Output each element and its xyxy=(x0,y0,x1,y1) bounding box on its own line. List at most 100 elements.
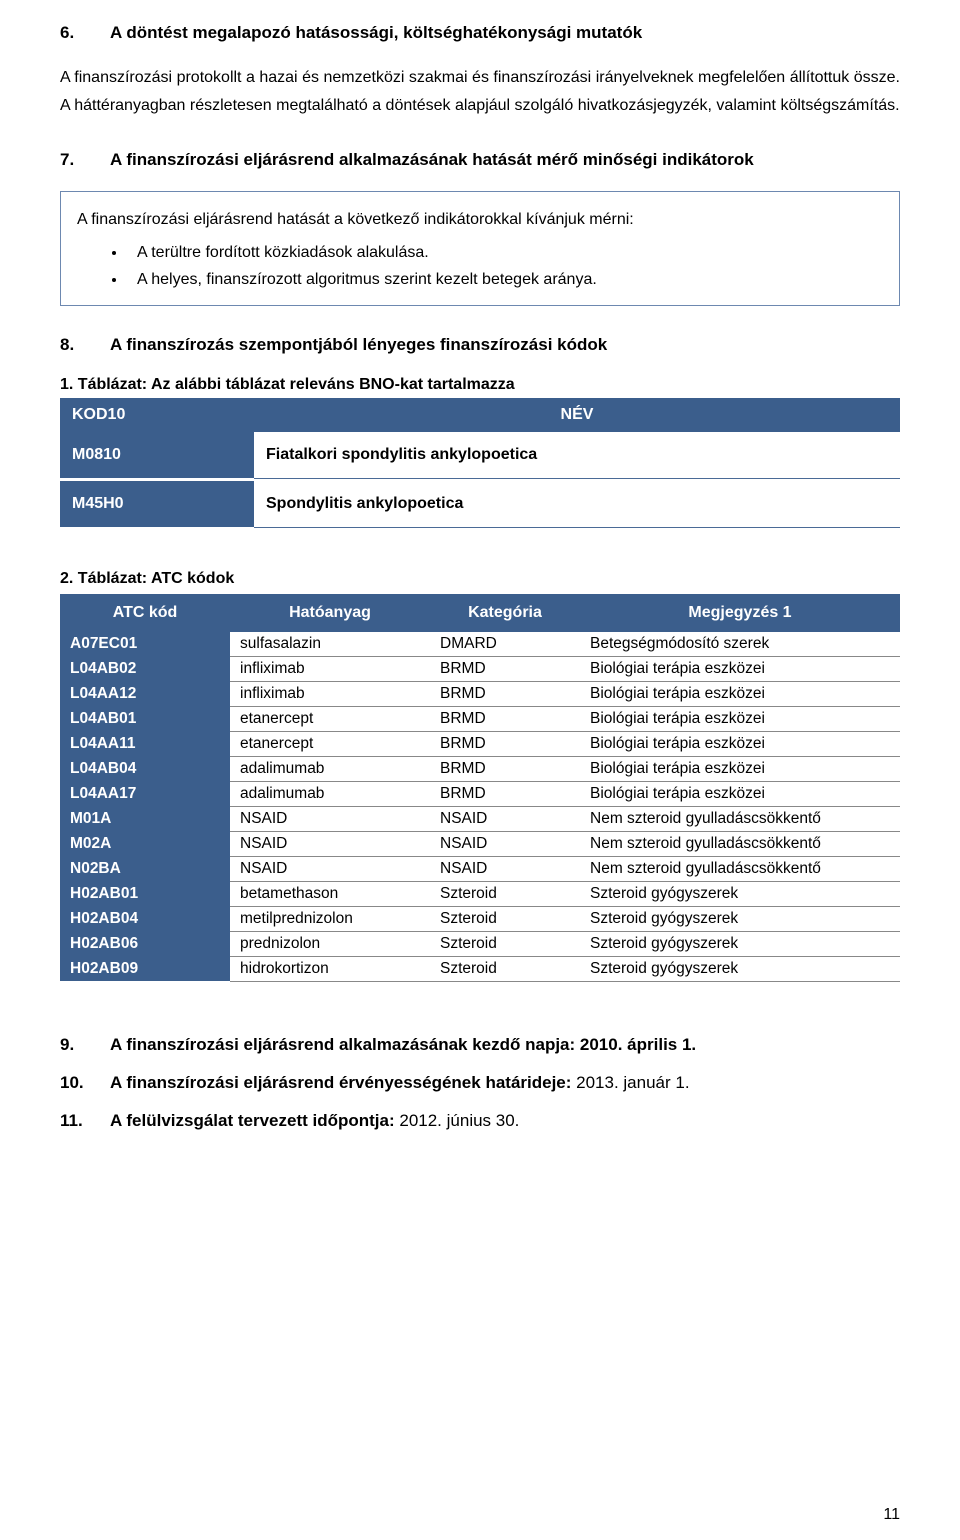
atc-note: Szteroid gyógyszerek xyxy=(580,881,900,906)
indicator-item: A helyes, finanszírozott algoritmus szer… xyxy=(127,266,883,293)
atc-note: Nem szteroid gyulladáscsökkentő xyxy=(580,856,900,881)
table-row: L04AA17adalimumabBRMDBiológiai terápia e… xyxy=(60,781,900,806)
atc-code: L04AB02 xyxy=(60,656,230,681)
footer-11-normal: 2012. június 30. xyxy=(395,1111,520,1130)
atc-category: NSAID xyxy=(430,856,580,881)
indicator-lead: A finanszírozási eljárásrend hatását a k… xyxy=(77,206,883,233)
atc-note: Biológiai terápia eszközei xyxy=(580,656,900,681)
atc-substance: infliximab xyxy=(230,656,430,681)
atc-note: Nem szteroid gyulladáscsökkentő xyxy=(580,831,900,856)
atc-substance: sulfasalazin xyxy=(230,632,430,657)
atc-note: Biológiai terápia eszközei xyxy=(580,756,900,781)
table-row: M45H0 Spondylitis ankylopoetica xyxy=(60,481,900,528)
table2: ATC kód Hatóanyag Kategória Megjegyzés 1… xyxy=(60,594,900,982)
table2-header-col2: Hatóanyag xyxy=(230,594,430,632)
atc-note: Szteroid gyógyszerek xyxy=(580,906,900,931)
section-8-number: 8. xyxy=(60,332,110,358)
atc-code: H02AB04 xyxy=(60,906,230,931)
atc-code: M01A xyxy=(60,806,230,831)
atc-substance: NSAID xyxy=(230,831,430,856)
section-7-number: 7. xyxy=(60,147,110,173)
atc-substance: etanercept xyxy=(230,731,430,756)
atc-substance: infliximab xyxy=(230,681,430,706)
atc-note: Szteroid gyógyszerek xyxy=(580,956,900,981)
atc-code: L04AA12 xyxy=(60,681,230,706)
atc-code: H02AB09 xyxy=(60,956,230,981)
atc-substance: NSAID xyxy=(230,806,430,831)
atc-note: Szteroid gyógyszerek xyxy=(580,931,900,956)
atc-category: BRMD xyxy=(430,656,580,681)
table-row: N02BANSAIDNSAIDNem szteroid gyulladáscsö… xyxy=(60,856,900,881)
atc-substance: adalimumab xyxy=(230,756,430,781)
table-row: H02AB01betamethasonSzteroidSzteroid gyóg… xyxy=(60,881,900,906)
table-row: L04AB02infliximabBRMDBiológiai terápia e… xyxy=(60,656,900,681)
indicator-list: A terültre fordított közkiadások alakulá… xyxy=(77,239,883,293)
table-row: L04AA11etanerceptBRMDBiológiai terápia e… xyxy=(60,731,900,756)
atc-category: Szteroid xyxy=(430,956,580,981)
atc-code: M02A xyxy=(60,831,230,856)
atc-category: DMARD xyxy=(430,632,580,657)
atc-code: H02AB06 xyxy=(60,931,230,956)
footer-11-bold: A felülvizsgálat tervezett időpontja: xyxy=(110,1111,395,1130)
atc-category: BRMD xyxy=(430,756,580,781)
table2-header-col1: ATC kód xyxy=(60,594,230,632)
table-row: M02ANSAIDNSAIDNem szteroid gyulladáscsök… xyxy=(60,831,900,856)
atc-category: Szteroid xyxy=(430,931,580,956)
footer-11-num: 11. xyxy=(60,1104,110,1138)
table-row: L04AB04adalimumabBRMDBiológiai terápia e… xyxy=(60,756,900,781)
table2-header-row: ATC kód Hatóanyag Kategória Megjegyzés 1 xyxy=(60,594,900,632)
table1: KOD10 NÉV M0810 Fiatalkori spondylitis a… xyxy=(60,398,900,528)
footer-10-num: 10. xyxy=(60,1066,110,1100)
bno-code: M45H0 xyxy=(60,481,254,528)
atc-category: NSAID xyxy=(430,831,580,856)
section-6-number: 6. xyxy=(60,20,110,46)
table-row: H02AB09hidrokortizonSzteroidSzteroid gyó… xyxy=(60,956,900,981)
atc-code: A07EC01 xyxy=(60,632,230,657)
atc-category: BRMD xyxy=(430,781,580,806)
table-row: M01ANSAIDNSAIDNem szteroid gyulladáscsök… xyxy=(60,806,900,831)
footer-line-11: 11. A felülvizsgálat tervezett időpontja… xyxy=(60,1104,900,1138)
atc-substance: hidrokortizon xyxy=(230,956,430,981)
indicator-item: A terültre fordított közkiadások alakulá… xyxy=(127,239,883,266)
atc-category: NSAID xyxy=(430,806,580,831)
atc-substance: betamethason xyxy=(230,881,430,906)
atc-substance: prednizolon xyxy=(230,931,430,956)
indicator-box: A finanszírozási eljárásrend hatását a k… xyxy=(60,191,900,307)
atc-note: Biológiai terápia eszközei xyxy=(580,706,900,731)
section-8-heading: 8. A finanszírozás szempontjából lényege… xyxy=(60,332,900,358)
table-row: A07EC01sulfasalazinDMARDBetegségmódosító… xyxy=(60,632,900,657)
table2-header-col4: Megjegyzés 1 xyxy=(580,594,900,632)
footer-9-num: 9. xyxy=(60,1028,110,1062)
footer-line-10: 10. A finanszírozási eljárásrend érvénye… xyxy=(60,1066,900,1100)
table2-header-col3: Kategória xyxy=(430,594,580,632)
table1-header-nev: NÉV xyxy=(254,398,900,432)
atc-category: BRMD xyxy=(430,731,580,756)
footer-line-9: 9. A finanszírozási eljárásrend alkalmaz… xyxy=(60,1028,900,1062)
atc-substance: metilprednizolon xyxy=(230,906,430,931)
section-6-heading: 6. A döntést megalapozó hatásossági, köl… xyxy=(60,20,900,46)
table1-caption: 1. Táblázat: Az alábbi táblázat releváns… xyxy=(60,376,900,394)
table-row: M0810 Fiatalkori spondylitis ankylopoeti… xyxy=(60,432,900,479)
section-7-heading: 7. A finanszírozási eljárásrend alkalmaz… xyxy=(60,147,900,173)
atc-substance: NSAID xyxy=(230,856,430,881)
atc-code: L04AA17 xyxy=(60,781,230,806)
section-6-paragraph: A finanszírozási protokollt a hazai és n… xyxy=(60,64,900,122)
section-6-title: A döntést megalapozó hatásossági, költsé… xyxy=(110,20,642,46)
table-row: H02AB04metilprednizolonSzteroidSzteroid … xyxy=(60,906,900,931)
atc-note: Biológiai terápia eszközei xyxy=(580,731,900,756)
atc-note: Biológiai terápia eszközei xyxy=(580,781,900,806)
bno-name: Fiatalkori spondylitis ankylopoetica xyxy=(254,432,900,479)
table1-header-row: KOD10 NÉV xyxy=(60,398,900,432)
page-number: 11 xyxy=(883,1506,900,1524)
table-row: H02AB06prednizolonSzteroidSzteroid gyógy… xyxy=(60,931,900,956)
atc-code: L04AB04 xyxy=(60,756,230,781)
atc-note: Biológiai terápia eszközei xyxy=(580,681,900,706)
atc-substance: adalimumab xyxy=(230,781,430,806)
atc-code: L04AB01 xyxy=(60,706,230,731)
section-8-title: A finanszírozás szempontjából lényeges f… xyxy=(110,332,607,358)
table2-caption: 2. Táblázat: ATC kódok xyxy=(60,570,900,588)
table1-header-kod: KOD10 xyxy=(60,398,254,432)
footer-10-normal: 2013. január 1. xyxy=(571,1073,689,1092)
atc-note: Betegségmódosító szerek xyxy=(580,632,900,657)
footer-10-bold: A finanszírozási eljárásrend érvényesség… xyxy=(110,1073,571,1092)
